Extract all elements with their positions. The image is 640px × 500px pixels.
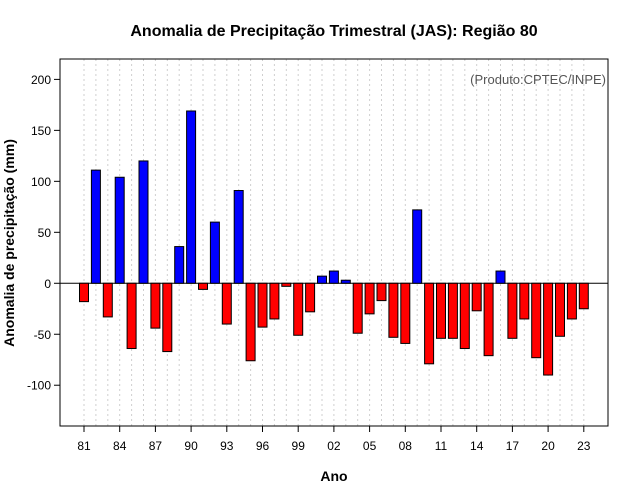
- y-tick-label: 0: [44, 277, 51, 291]
- bar-2015: [483, 282, 494, 357]
- bar-2022: [566, 282, 577, 320]
- y-axis-title: Anomalia de precipitação (mm): [1, 139, 17, 347]
- bar-2023: [578, 282, 589, 310]
- bar-2014: [471, 282, 482, 312]
- x-tick-label: 11: [435, 439, 448, 453]
- x-tick-label: 08: [399, 439, 413, 453]
- x-tick-label: 93: [220, 439, 234, 453]
- chart-title: Anomalia de Precipitação Trimestral (JAS…: [130, 23, 537, 40]
- bar-1983: [102, 282, 113, 318]
- x-tick-label: 87: [149, 439, 163, 453]
- bar-1995: [245, 282, 256, 362]
- x-tick-label: 17: [506, 439, 520, 453]
- y-tick-label: -50: [34, 328, 52, 342]
- bar-2020: [543, 282, 554, 376]
- bar-2019: [531, 282, 542, 359]
- bar-1981: [79, 282, 89, 303]
- bar-2002: [328, 270, 339, 284]
- bar-1999: [293, 282, 304, 336]
- bar-2013: [459, 282, 470, 350]
- x-tick-label: 96: [256, 439, 270, 453]
- bar-2016: [495, 270, 506, 284]
- bar-2001: [317, 275, 327, 284]
- bar-2017: [507, 282, 518, 339]
- bar-1993: [221, 282, 232, 325]
- x-tick-label: 05: [363, 439, 377, 453]
- bar-2018: [519, 282, 530, 320]
- x-tick-label: 90: [184, 439, 198, 453]
- bar-2006: [376, 282, 387, 302]
- bar-2021: [555, 282, 565, 337]
- y-tick-label: -100: [27, 379, 51, 393]
- y-tick-label: 50: [38, 226, 52, 240]
- x-tick-label: 23: [577, 439, 591, 453]
- bar-2000: [305, 282, 316, 313]
- credit-text: (Produto:CPTEC/INPE): [470, 72, 606, 87]
- bar-2010: [424, 282, 435, 365]
- bar-1997: [269, 282, 280, 320]
- bar-2012: [447, 282, 458, 339]
- bar-2009: [412, 209, 423, 284]
- bar-2003: [340, 279, 351, 284]
- bar-1984: [114, 176, 125, 284]
- x-tick-label: 20: [541, 439, 555, 453]
- bars-group: [79, 110, 589, 376]
- x-tick-label: 81: [77, 439, 91, 453]
- vertical-gridlines: [83, 59, 585, 426]
- bar-1998: [281, 282, 292, 287]
- bar-2005: [364, 282, 375, 315]
- x-tick-label: 99: [292, 439, 306, 453]
- bar-1989: [174, 246, 185, 284]
- bar-1987: [150, 282, 161, 329]
- bar-2008: [400, 282, 411, 344]
- y-tick-label: 100: [31, 175, 51, 189]
- bar-1990: [186, 110, 197, 284]
- x-tick-label: 14: [470, 439, 484, 453]
- bar-1992: [209, 221, 220, 284]
- bar-1985: [126, 282, 137, 350]
- bar-2004: [352, 282, 363, 334]
- x-axis-title: Ano: [320, 468, 347, 484]
- bar-2011: [436, 282, 446, 339]
- y-tick-label: 200: [31, 73, 51, 87]
- x-tick-label: 02: [327, 439, 341, 453]
- bar-1996: [257, 282, 268, 328]
- bar-1982: [90, 169, 101, 284]
- y-axis: -100 -50 0 50 100 150 200: [27, 73, 60, 393]
- x-axis: 81 84 87 90 93 96 99 02 05 08 11 14 17 20 23: [77, 426, 591, 453]
- bar-1991: [198, 282, 208, 290]
- bar-1994: [233, 190, 244, 284]
- bar-1986: [138, 160, 149, 284]
- bar-2007: [388, 282, 399, 338]
- y-tick-label: 150: [31, 124, 51, 138]
- bar-1988: [162, 282, 173, 353]
- x-tick-label: 84: [113, 439, 127, 453]
